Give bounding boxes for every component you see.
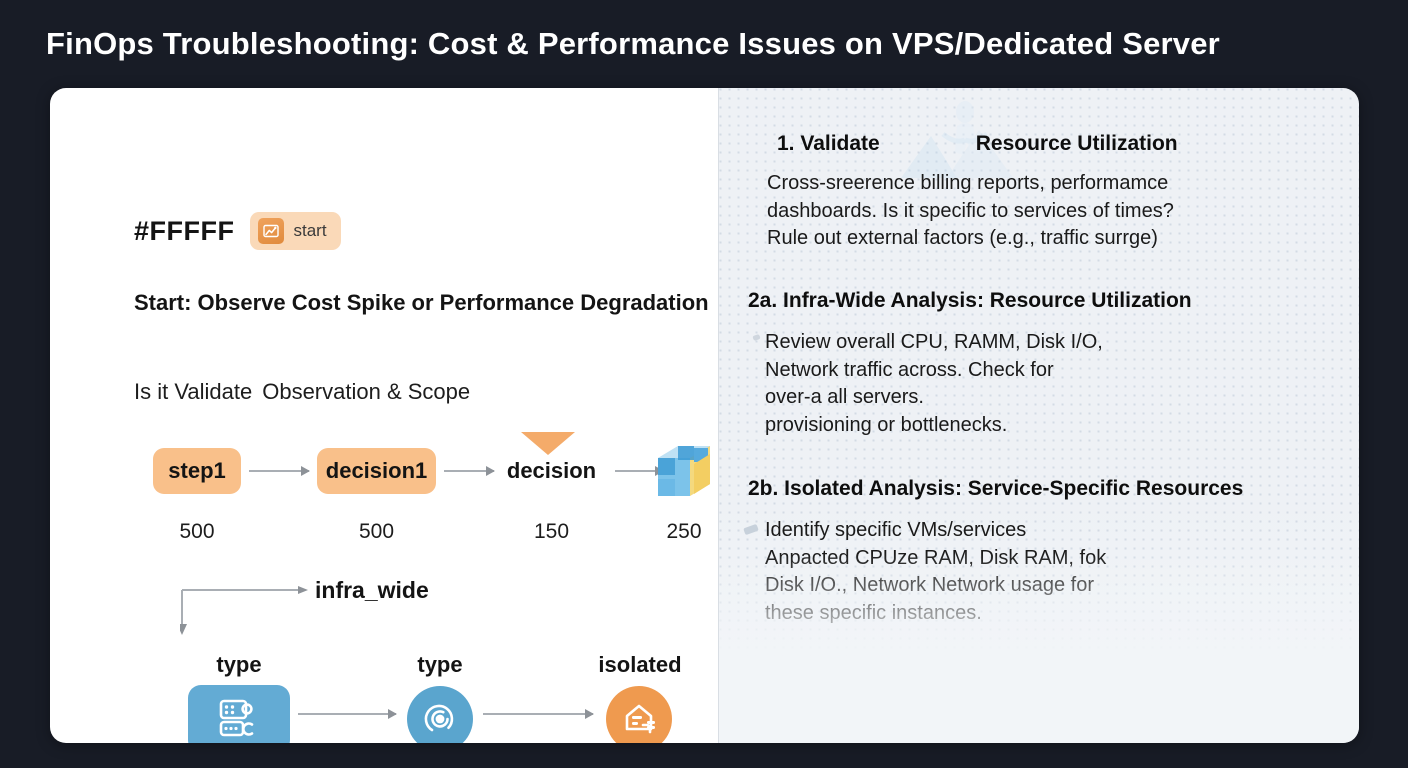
start-badge-label: start [293, 221, 327, 240]
start-badge[interactable]: start [250, 212, 341, 250]
connector-1 [249, 466, 310, 476]
flow-value-3: 150 [533, 520, 570, 543]
node-caption-1: type [216, 652, 262, 677]
flow-node-decision[interactable]: decision [506, 458, 597, 483]
section-2a: 2a. Infra-Wide Analysis: Resource Utiliz… [719, 289, 1359, 439]
image-chart-icon [258, 218, 285, 244]
flow-value-2: 500 [358, 520, 395, 543]
section-2a-title: 2a. Infra-Wide Analysis: Resource Utiliz… [748, 289, 1192, 312]
block-3d-icon [650, 438, 718, 504]
section-1-title: 1. Validate Resource Utilization [777, 132, 1359, 156]
hex-code-label: #FFFFF [134, 215, 235, 246]
flow-value-4: 250 [666, 520, 702, 543]
section-2b-body: Identify specific VMs/services Anpacted … [765, 519, 1107, 624]
page-title: FinOps Troubleshooting: Cost & Performan… [46, 26, 1220, 61]
branch-elbow-connector [180, 586, 308, 635]
flow-node-decision1[interactable]: decision1 [317, 448, 436, 494]
connector-5 [483, 709, 594, 719]
spiral-target-icon[interactable] [407, 686, 473, 743]
hex-badge-row: #FFFFF start [134, 212, 341, 250]
bullet-marker-2a [752, 333, 761, 342]
house-server-icon[interactable] [606, 686, 672, 743]
section-1-body: Cross-sreerence billing reports, perform… [767, 172, 1174, 250]
section-2b: 2b. Isolated Analysis: Service-Specific … [719, 477, 1359, 627]
connector-4 [298, 709, 397, 719]
flow-row-2: infra_wide type type isolated [50, 568, 718, 743]
left-subheading: Is it Validate Observation & Scope [134, 379, 470, 405]
left-panel: #FFFFF start Start: Observe Cost Spike o… [50, 88, 718, 743]
left-subheading-a: Is it Validate [134, 379, 253, 404]
node-caption-3: isolated [598, 652, 682, 677]
right-panel: 1. Validate Resource Utilization Cross-s… [719, 88, 1359, 743]
section-2a-body: Review overall CPU, RAMM, Disk I/O, Netw… [765, 331, 1103, 436]
branch-label-infra-wide: infra_wide [315, 577, 429, 603]
flow-row-1: step1 decision1 decision [50, 432, 718, 543]
content-card: #FFFFF start Start: Observe Cost Spike o… [50, 88, 1359, 743]
left-subheading-b: Observation & Scope [262, 379, 471, 404]
flow-value-1: 500 [179, 520, 215, 543]
section-1-title-before: 1. Validate [777, 132, 880, 155]
decision-triangle-icon [521, 432, 575, 455]
node-caption-2: type [417, 652, 463, 677]
connector-2 [444, 466, 495, 476]
bullet-marker-2b [743, 523, 759, 536]
left-heading: Start: Observe Cost Spike or Performance… [134, 290, 709, 315]
section-1: 1. Validate Resource Utilization Cross-s… [719, 132, 1359, 253]
section-1-title-after: Resource Utilization [975, 132, 1178, 155]
server-device-icon[interactable] [188, 685, 290, 743]
section-2b-title: 2b. Isolated Analysis: Service-Specific … [748, 477, 1244, 500]
panel-divider [718, 88, 719, 743]
flow-node-step1[interactable]: step1 [153, 448, 241, 494]
